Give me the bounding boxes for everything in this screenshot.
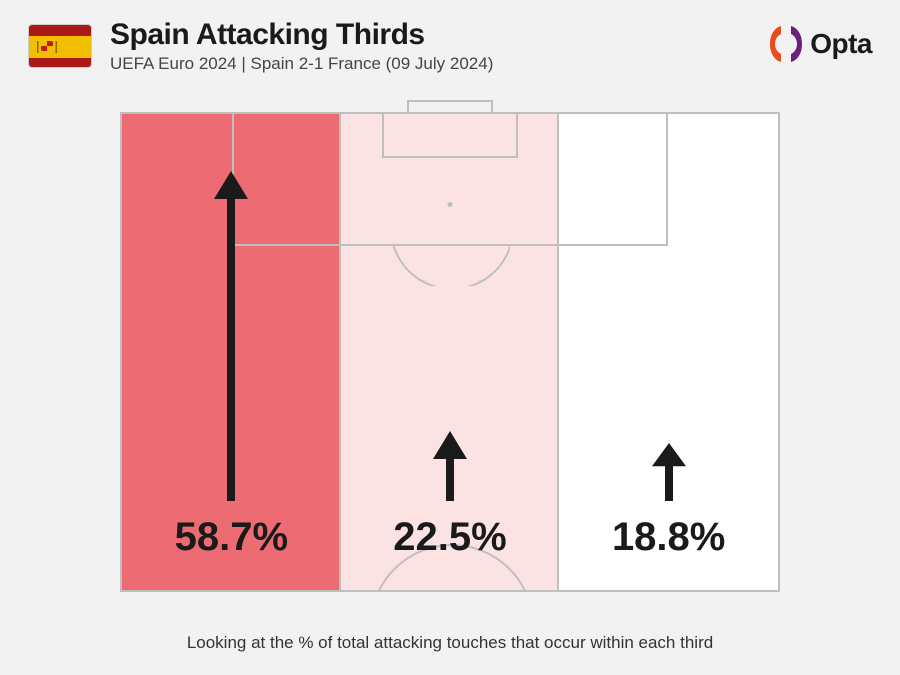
arrow-up-icon (649, 443, 689, 501)
arrow-up-icon (430, 431, 470, 501)
third-centre-value: 22.5% (393, 515, 506, 560)
third-left-content: 58.7% (122, 114, 341, 590)
opta-logo-icon (768, 24, 804, 64)
title-block: Spain Attacking Thirds UEFA Euro 2024 | … (110, 18, 768, 74)
header: Spain Attacking Thirds UEFA Euro 2024 | … (28, 18, 872, 74)
chart-subtitle: UEFA Euro 2024 | Spain 2-1 France (09 Ju… (110, 54, 768, 74)
opta-logo-text: Opta (810, 28, 872, 60)
third-left-value: 58.7% (175, 515, 288, 560)
opta-logo: Opta (768, 24, 872, 64)
arrow-up-icon (211, 171, 251, 501)
goal-line (407, 100, 493, 114)
spain-flag-icon (28, 24, 92, 68)
third-right-content: 18.8% (559, 114, 778, 590)
third-right-value: 18.8% (612, 515, 725, 560)
chart-caption: Looking at the % of total attacking touc… (0, 633, 900, 653)
chart-title: Spain Attacking Thirds (110, 18, 768, 52)
pitch-chart: 58.7% 22.5% 18.8% (120, 112, 780, 592)
pitch-outline: 58.7% 22.5% 18.8% (120, 112, 780, 592)
third-centre-content: 22.5% (341, 114, 560, 590)
